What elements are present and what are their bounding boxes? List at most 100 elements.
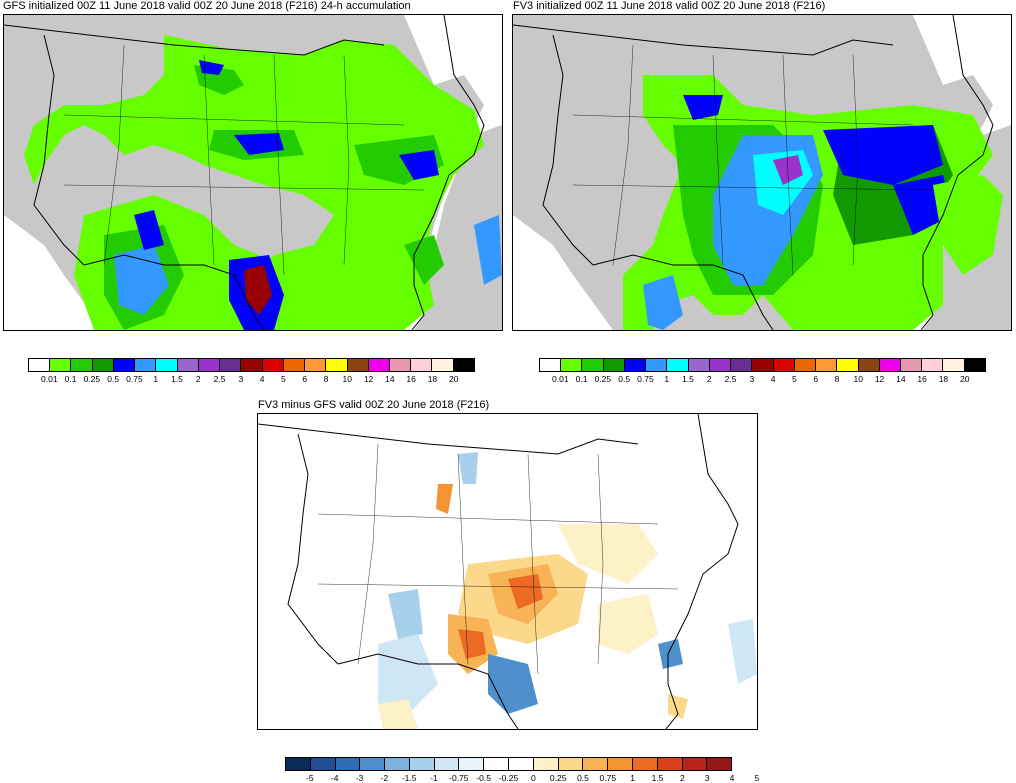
colorbar-label: 10: [342, 374, 353, 384]
colorbar-label: 5: [792, 374, 797, 384]
fv3-precip-colorbar: 0.01 0.1 0.25 0.5 0.75 1 1.5 2 2.5 3 4 5 6 8 10 12 14 16 1…: [539, 358, 986, 384]
colorbar-label: -4: [330, 773, 339, 783]
colorbar-swatch: [731, 359, 753, 371]
diff-panel-title: FV3 minus GFS valid 00Z 20 June 2018 (F2…: [258, 399, 490, 411]
colorbar-label: 0.1: [64, 374, 77, 384]
colorbar-label: -2: [380, 773, 389, 783]
colorbar-swatch: [624, 359, 647, 371]
diff-precip-map: [257, 413, 758, 730]
colorbar-label: 1: [153, 374, 159, 384]
colorbar-swatch: [682, 758, 708, 770]
colorbar-swatch: [326, 359, 348, 371]
colorbar-label: 8: [834, 374, 840, 384]
colorbar-label: 2: [706, 374, 712, 384]
colorbar-label: 0.25: [83, 374, 101, 384]
colorbar-label: 5: [281, 374, 286, 384]
colorbar-label: 0.25: [594, 374, 612, 384]
colorbar-swatch: [135, 359, 157, 371]
colorbar-swatch: [667, 359, 689, 371]
colorbar-label: -0.75: [449, 773, 469, 783]
colorbar-swatch: [794, 359, 817, 371]
colorbar-swatch: [432, 359, 454, 371]
colorbar-label: 6: [302, 374, 308, 384]
colorbar-label: 2.5: [213, 374, 226, 384]
fv3-precip-map: [512, 14, 1012, 331]
colorbar-swatch: [453, 359, 474, 371]
colorbar-label: 3: [749, 374, 755, 384]
colorbar-label: 2.5: [724, 374, 737, 384]
colorbar-swatch: [347, 359, 369, 371]
colorbar-boxes: [28, 358, 475, 372]
colorbar-swatch: [411, 359, 433, 371]
colorbar-boxes: [285, 757, 732, 771]
colorbar-label: 0: [530, 773, 536, 783]
colorbar-swatch: [459, 758, 485, 770]
gfs-borders: [4, 15, 485, 330]
colorbar-label: 5: [754, 773, 760, 783]
colorbar-swatch: [29, 359, 51, 371]
colorbar-swatch: [241, 359, 263, 371]
colorbar-label: 0.75: [126, 374, 143, 384]
colorbar-swatch: [220, 359, 242, 371]
colorbar-label: 6: [813, 374, 819, 384]
colorbar-label: 20: [959, 374, 970, 384]
colorbar-label: 1: [630, 773, 636, 783]
colorbar-label: 10: [853, 374, 864, 384]
colorbar-swatch: [608, 758, 633, 770]
colorbar-swatch: [561, 359, 583, 371]
colorbar-swatch: [262, 359, 284, 371]
colorbar-swatch: [305, 359, 327, 371]
colorbar-label: 0.75: [599, 773, 617, 783]
colorbar-label: 4: [259, 374, 265, 384]
colorbar-label: 0.5: [618, 374, 631, 384]
colorbar-labels: 0.01 0.1 0.25 0.5 0.75 1 1.5 2 2.5 3 4 5 6 8 10 12 14 16 1…: [539, 372, 986, 384]
colorbar-swatch: [156, 359, 178, 371]
colorbar-label: 18: [427, 374, 438, 384]
colorbar-label: 4: [729, 773, 735, 783]
gfs-precip-map: [3, 14, 503, 331]
colorbar-swatch: [310, 758, 336, 770]
colorbar-swatch: [879, 359, 901, 371]
colorbar-swatch: [858, 359, 880, 371]
colorbar-label: 16: [406, 374, 416, 384]
colorbar-swatch: [707, 758, 732, 770]
colorbar-swatch: [389, 359, 412, 371]
colorbar-label: 12: [874, 374, 885, 384]
colorbar-label: 0.25: [549, 773, 567, 783]
colorbar-swatch: [484, 758, 510, 770]
colorbar-label: 1.5: [682, 374, 694, 384]
colorbar-swatch: [773, 359, 795, 371]
colorbar-labels: -5 -4 -3 -2 -1.5 -1 -0.75 -0.5 -0.25 0 0.25 0.5 0.75…: [285, 771, 759, 783]
colorbar-label: 2: [679, 773, 685, 783]
colorbar-label: 0.5: [107, 374, 120, 384]
colorbar-swatch: [900, 359, 923, 371]
colorbar-swatch: [434, 758, 460, 770]
colorbar-label: 0.01: [552, 374, 569, 384]
colorbar-swatch: [198, 359, 221, 371]
colorbar-label: 0.1: [575, 374, 588, 384]
colorbar-swatch: [50, 359, 72, 371]
colorbar-label: -1.5: [401, 773, 417, 783]
fv3-precip-field: [623, 75, 1003, 330]
colorbar-swatch: [582, 359, 604, 371]
colorbar-label: 16: [917, 374, 927, 384]
colorbar-swatch: [177, 359, 199, 371]
colorbar-swatch: [646, 359, 668, 371]
diff-field: [378, 452, 757, 729]
colorbar-label: -1: [430, 773, 438, 783]
gfs-precip-colorbar: 0.01 0.1 0.25 0.5 0.75 1 1.5 2 2.5 3 4 5 6 8 10 12 14 16 1…: [28, 358, 475, 384]
colorbar-label: 3: [704, 773, 710, 783]
colorbar-label: 0.5: [577, 773, 589, 783]
colorbar-label: 2: [195, 374, 201, 384]
colorbar-swatch: [632, 758, 658, 770]
colorbar-swatch: [657, 758, 683, 770]
fv3-panel-title: FV3 initialized 00Z 11 June 2018 valid 0…: [513, 0, 826, 12]
colorbar-label: 14: [896, 374, 906, 384]
colorbar-label: 4: [770, 374, 776, 384]
colorbar-swatch: [922, 359, 944, 371]
colorbar-label: 1.5: [171, 374, 183, 384]
colorbar-swatch: [964, 359, 985, 371]
colorbar-label: 3: [238, 374, 244, 384]
colorbar-swatch: [385, 758, 410, 770]
colorbar-label: -0.5: [476, 773, 491, 783]
